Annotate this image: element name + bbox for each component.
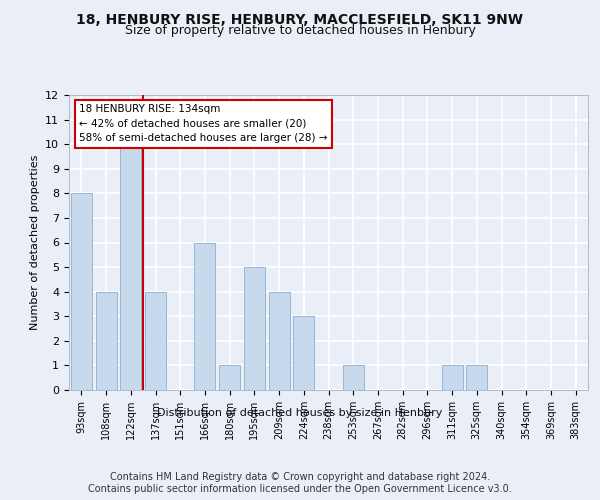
Text: Contains HM Land Registry data © Crown copyright and database right 2024.
Contai: Contains HM Land Registry data © Crown c… — [88, 472, 512, 494]
Bar — [71, 194, 92, 390]
Y-axis label: Number of detached properties: Number of detached properties — [29, 155, 40, 330]
Text: 18, HENBURY RISE, HENBURY, MACCLESFIELD, SK11 9NW: 18, HENBURY RISE, HENBURY, MACCLESFIELD,… — [77, 12, 523, 26]
Bar — [120, 144, 141, 390]
Text: Size of property relative to detached houses in Henbury: Size of property relative to detached ho… — [125, 24, 475, 37]
Bar — [145, 292, 166, 390]
Bar — [269, 292, 290, 390]
Bar — [343, 366, 364, 390]
Bar — [95, 292, 116, 390]
Text: 18 HENBURY RISE: 134sqm
← 42% of detached houses are smaller (20)
58% of semi-de: 18 HENBURY RISE: 134sqm ← 42% of detache… — [79, 104, 328, 144]
Bar — [194, 242, 215, 390]
Bar — [466, 366, 487, 390]
Bar — [219, 366, 240, 390]
Bar — [244, 267, 265, 390]
Bar — [442, 366, 463, 390]
Text: Distribution of detached houses by size in Henbury: Distribution of detached houses by size … — [157, 408, 443, 418]
Bar — [293, 316, 314, 390]
